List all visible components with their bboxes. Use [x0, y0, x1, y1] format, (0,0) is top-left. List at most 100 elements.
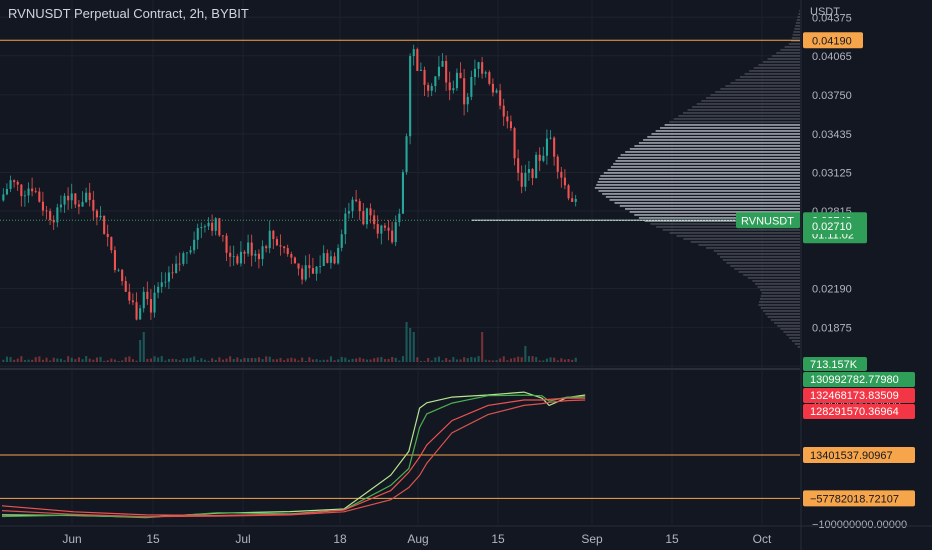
candle-body	[499, 90, 502, 106]
candle-body	[232, 256, 235, 258]
volume-bar	[484, 359, 487, 362]
volume-bar	[16, 358, 19, 362]
volume-bar	[383, 359, 386, 362]
volume-profile-bar	[683, 238, 800, 240]
volume-bar	[527, 356, 530, 362]
candle-body	[77, 204, 80, 207]
time-tick-label: Jul	[235, 532, 250, 546]
volume-profile-bar	[758, 304, 800, 306]
volume-profile-bar	[656, 226, 800, 228]
candle-body	[311, 268, 314, 274]
volume-profile-bar	[772, 55, 800, 57]
volume-bar	[319, 360, 322, 362]
volume-bar	[59, 358, 62, 362]
volume-bar	[445, 358, 448, 362]
time-tick-label: 15	[146, 532, 160, 546]
volume-bar	[268, 356, 271, 362]
volume-profile-bar	[777, 325, 800, 327]
volume-bar	[470, 356, 473, 362]
volume-bar	[131, 359, 134, 362]
candle-body	[142, 291, 145, 309]
candle-body	[340, 234, 343, 248]
volume-bar	[247, 358, 250, 362]
volume-bar	[491, 360, 494, 362]
volume-bar	[121, 360, 124, 362]
volume-profile-bar	[762, 61, 800, 63]
volume-bar	[549, 357, 552, 362]
candle-body	[326, 253, 329, 263]
candle-body	[452, 88, 455, 91]
volume-bar	[203, 359, 206, 362]
volume-profile-bar	[638, 142, 800, 144]
candle-body	[347, 211, 350, 214]
volume-bar	[85, 356, 88, 362]
volume-bar	[423, 360, 426, 362]
candle-body	[304, 265, 307, 280]
volume-profile-bar	[786, 334, 800, 336]
volume-bar	[106, 360, 109, 362]
volume-profile-bar	[797, 16, 800, 18]
volume-profile-bar	[625, 208, 800, 210]
candle-body	[470, 77, 473, 97]
volume-profile-bar	[717, 253, 800, 255]
volume-bar	[110, 358, 113, 362]
price-tick-label: 0.03125	[812, 167, 852, 179]
volume-bar	[412, 332, 415, 362]
volume-profile-bar	[770, 319, 800, 321]
candle-body	[85, 192, 88, 202]
volume-bar	[380, 357, 383, 362]
candle-body	[95, 210, 98, 218]
candle-body	[531, 169, 534, 178]
volume-profile-bar	[795, 25, 800, 27]
candle-body	[502, 105, 505, 117]
candle-body	[5, 188, 8, 195]
volume-profile-bar	[798, 13, 800, 15]
candle-body	[445, 60, 448, 83]
volume-profile-bar	[792, 34, 800, 36]
candle-body	[337, 247, 340, 264]
volume-bar	[13, 359, 16, 362]
volume-profile-bar	[600, 175, 800, 177]
candle-body	[146, 291, 149, 300]
volume-profile-bar	[734, 268, 800, 270]
volume-bar	[27, 359, 30, 362]
volume-profile-bar	[760, 295, 800, 297]
volume-profile-bar	[705, 97, 800, 99]
volume-bar	[193, 356, 196, 362]
candle-body	[23, 195, 26, 197]
volume-bar	[358, 357, 361, 362]
volume-bar	[139, 340, 142, 362]
volume-bar	[254, 358, 257, 362]
volume-bar	[477, 356, 480, 362]
volume-bar	[329, 356, 332, 362]
indicator-value-tag-text: 128291570.36964	[810, 406, 899, 418]
candle-body	[275, 239, 278, 246]
volume-profile-bar	[620, 154, 800, 156]
volume-bar	[293, 358, 296, 362]
candle-body	[193, 239, 196, 251]
volume-profile-bar	[643, 139, 800, 141]
volume-bar	[229, 356, 232, 362]
volume-profile-bar	[754, 283, 800, 285]
candle-body	[45, 210, 48, 212]
candle-body	[362, 211, 365, 225]
candle-body	[466, 96, 469, 105]
volume-profile-bar	[638, 217, 800, 219]
indicator-value-tag-text: 130992782.77980	[810, 374, 899, 386]
volume-bar	[275, 359, 278, 362]
volume-profile-bar	[619, 205, 800, 207]
candle-body	[211, 222, 214, 231]
candle-body	[527, 169, 530, 173]
volume-bar	[63, 360, 66, 362]
candle-body	[419, 69, 422, 71]
volume-bar	[243, 357, 246, 362]
candle-body	[182, 253, 185, 264]
volume-bar	[394, 357, 397, 362]
candle-body	[369, 208, 372, 216]
volume-bar	[416, 357, 419, 362]
volume-bar	[560, 358, 563, 362]
volume-profile-bar	[706, 247, 800, 249]
volume-profile-bar	[761, 292, 800, 294]
volume-bar	[81, 359, 84, 362]
